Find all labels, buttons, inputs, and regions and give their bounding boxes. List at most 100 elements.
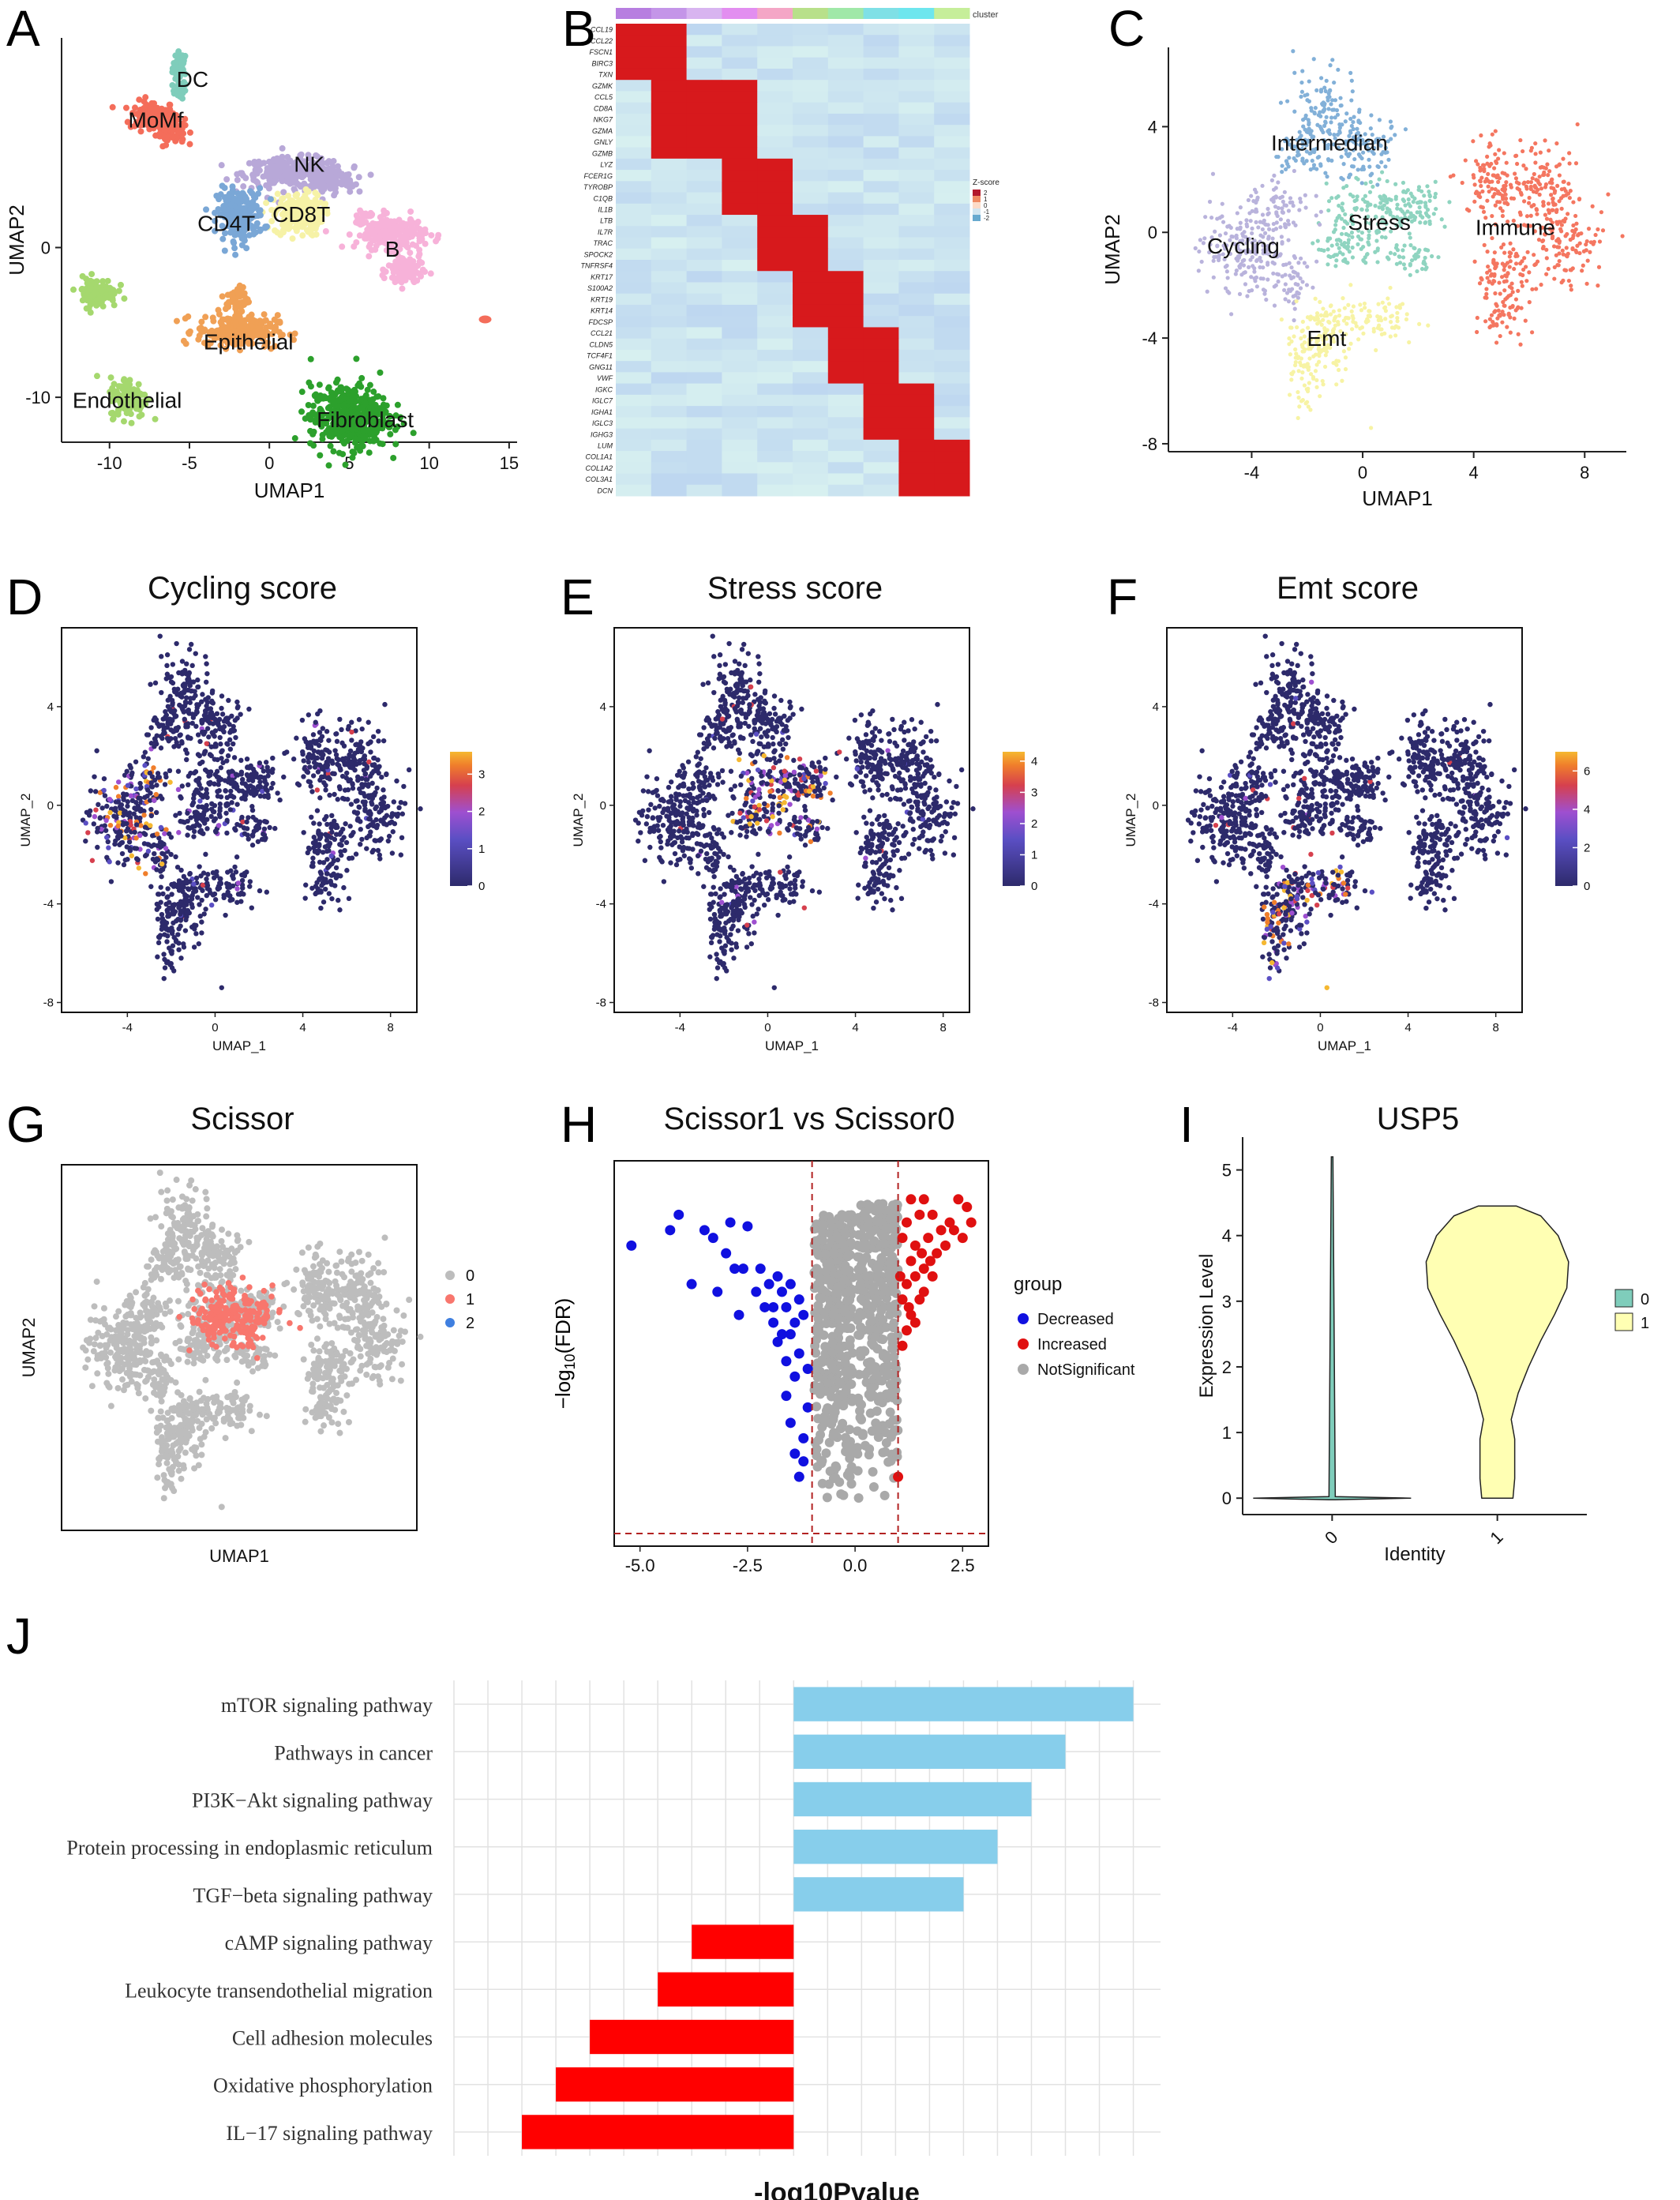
cell-point bbox=[1354, 324, 1359, 328]
cell-point bbox=[354, 214, 362, 221]
gene-label: COL3A1 bbox=[585, 475, 613, 483]
heat-cell bbox=[827, 349, 864, 362]
cell-point bbox=[228, 788, 234, 794]
cell-point bbox=[368, 246, 375, 253]
heat-cell bbox=[863, 439, 899, 452]
cell-point bbox=[349, 449, 356, 456]
cell-point bbox=[1295, 153, 1300, 158]
cell-point bbox=[1517, 181, 1521, 186]
heat-cell bbox=[898, 282, 935, 295]
cell-point bbox=[1577, 231, 1581, 236]
cell-point bbox=[1485, 276, 1490, 280]
heat-cell bbox=[616, 80, 652, 92]
cell-point bbox=[1274, 220, 1279, 225]
cell-point bbox=[1320, 347, 1325, 352]
heat-cell bbox=[616, 35, 652, 47]
cluster-label: Endothelial bbox=[73, 389, 182, 413]
cell-point bbox=[291, 179, 298, 186]
heat-cell bbox=[793, 361, 829, 373]
heat-cell bbox=[863, 226, 899, 238]
cell-point bbox=[1254, 284, 1259, 289]
cell-point bbox=[1328, 254, 1333, 260]
cell-point bbox=[151, 717, 156, 723]
cell-point bbox=[1524, 167, 1528, 171]
cell-point bbox=[388, 421, 396, 428]
cell-point bbox=[1317, 359, 1322, 364]
cell-point bbox=[1344, 332, 1348, 336]
heat-cell bbox=[651, 484, 688, 497]
cell-point bbox=[132, 393, 139, 400]
cell-point bbox=[1287, 336, 1292, 341]
heat-cell bbox=[616, 293, 652, 306]
cell-point bbox=[1373, 250, 1378, 254]
cell-point bbox=[1359, 246, 1363, 251]
cell-point bbox=[1533, 261, 1538, 267]
cell-point bbox=[1568, 237, 1573, 242]
cell-point bbox=[1593, 232, 1598, 238]
cell-point bbox=[327, 442, 334, 449]
heat-cell bbox=[898, 439, 935, 452]
cell-point bbox=[1332, 142, 1337, 147]
cell-point bbox=[217, 802, 223, 807]
cell-point bbox=[144, 732, 150, 738]
cell-point bbox=[1393, 333, 1398, 338]
cell-point bbox=[1237, 265, 1243, 270]
heat-cell bbox=[863, 237, 899, 250]
cell-point bbox=[1223, 231, 1228, 236]
cell-point bbox=[422, 240, 429, 247]
cell-point bbox=[340, 440, 347, 447]
gene-label: DCN bbox=[598, 486, 613, 494]
heat-cell bbox=[722, 439, 758, 452]
cell-point bbox=[298, 151, 305, 158]
cell-point bbox=[182, 115, 189, 122]
heat-cell bbox=[686, 349, 722, 362]
cell-point bbox=[1256, 225, 1261, 230]
cell-point bbox=[275, 205, 282, 212]
cell-point bbox=[165, 720, 171, 726]
cell-point bbox=[164, 724, 171, 730]
cell-point bbox=[1318, 126, 1324, 131]
cell-point bbox=[1334, 258, 1339, 263]
cell-point bbox=[1356, 337, 1361, 342]
cell-point bbox=[1254, 197, 1259, 202]
cell-point bbox=[219, 327, 226, 334]
cell-point bbox=[286, 208, 293, 216]
heat-cell bbox=[898, 451, 935, 463]
cell-point bbox=[1472, 182, 1477, 187]
cell-point bbox=[1326, 91, 1331, 96]
cell-point bbox=[292, 192, 299, 199]
cell-point bbox=[219, 705, 224, 711]
heat-cell bbox=[934, 316, 970, 328]
cell-point bbox=[1279, 317, 1284, 322]
cell-point bbox=[291, 435, 298, 442]
cell-point bbox=[1309, 129, 1314, 133]
cluster-label: Epithelial bbox=[204, 329, 294, 354]
cell-point bbox=[1274, 154, 1279, 160]
cell-point bbox=[336, 449, 343, 456]
heat-cell bbox=[616, 484, 652, 497]
cell-point bbox=[1484, 287, 1489, 291]
cell-point bbox=[99, 278, 107, 285]
cell-point bbox=[236, 303, 243, 310]
heat-cell bbox=[898, 473, 935, 486]
heat-cell bbox=[686, 271, 722, 283]
cell-point bbox=[104, 277, 111, 284]
cell-point bbox=[1252, 269, 1257, 274]
cell-point bbox=[1361, 331, 1366, 336]
cell-point bbox=[1393, 133, 1397, 137]
heat-cell bbox=[651, 158, 688, 171]
cell-point bbox=[1360, 137, 1365, 142]
cell-point bbox=[1314, 88, 1319, 93]
cell-point bbox=[1495, 173, 1500, 178]
cell-point bbox=[239, 328, 246, 336]
cell-point bbox=[344, 179, 351, 186]
heat-cell bbox=[722, 383, 758, 396]
cell-point bbox=[1549, 186, 1554, 190]
cell-point bbox=[146, 126, 153, 133]
cell-point bbox=[262, 172, 269, 179]
cell-point bbox=[1565, 254, 1569, 259]
cell-point bbox=[1326, 142, 1331, 148]
cell-point bbox=[1208, 242, 1213, 247]
cell-point bbox=[327, 171, 334, 178]
cell-point bbox=[1500, 208, 1505, 213]
